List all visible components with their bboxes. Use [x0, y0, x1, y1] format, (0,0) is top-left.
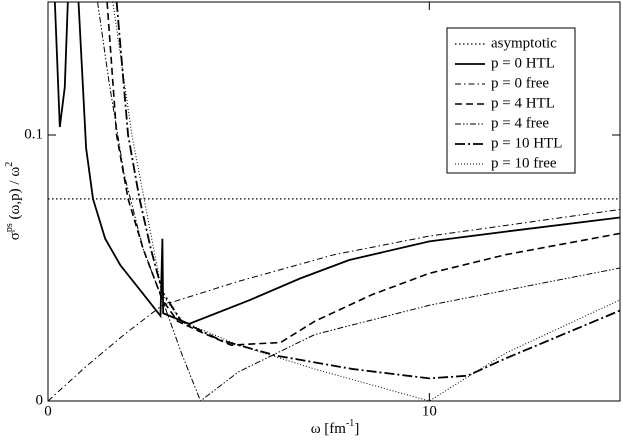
legend-label: asymptotic — [491, 35, 557, 51]
legend-label: p = 0 HTL — [491, 55, 555, 71]
y-tick-label: 0 — [36, 392, 44, 408]
axes-frame — [47, 1, 621, 402]
legend-label: p = 4 HTL — [491, 95, 555, 111]
x-axis-label: ω [fm-1] — [311, 418, 360, 437]
plot-area — [48, 2, 620, 401]
y-tick-label: 0.1 — [24, 126, 43, 142]
series-line — [115, 2, 620, 380]
series-line — [97, 2, 620, 401]
legend-label: p = 4 free — [491, 115, 549, 131]
y-axis-label: σps (ω,p) / ω2 — [4, 162, 23, 240]
series-line — [112, 2, 620, 401]
series-line — [48, 208, 620, 401]
legend-label: p = 10 HTL — [491, 135, 562, 151]
x-tick-label: 10 — [422, 403, 437, 419]
legend-label: p = 0 free — [491, 75, 549, 91]
series-line — [53, 2, 620, 325]
legend-label: p = 10 free — [491, 155, 557, 171]
legend-box — [446, 27, 576, 174]
x-tick-label: 0 — [44, 403, 52, 419]
